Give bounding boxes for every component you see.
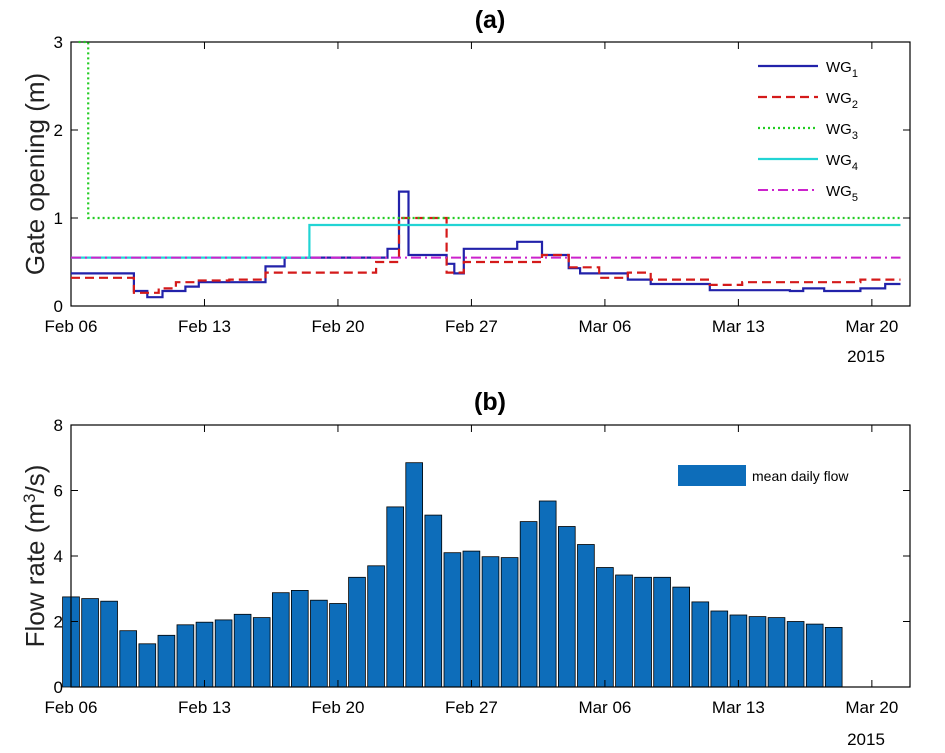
- legend-label-wg3: WG3: [826, 121, 858, 142]
- flow-bar: [348, 576, 366, 688]
- panel-a-ytick-label: 3: [54, 33, 63, 52]
- panel-b-title: (b): [474, 388, 506, 416]
- flow-bar: [615, 574, 633, 688]
- flow-bar: [729, 614, 748, 688]
- panel-b-xtick-label: Feb 06: [45, 698, 98, 717]
- flow-bar: [138, 643, 157, 688]
- panel-b-ytick-label: 4: [54, 547, 63, 566]
- panel-b-legend: mean daily flow: [678, 465, 849, 486]
- flow-bar: [634, 576, 652, 688]
- flow-bar: [290, 590, 309, 688]
- legend-label-wg5: WG5: [826, 183, 858, 204]
- panel-a-ticks: Feb 06 Feb 13 Feb 20 Feb 27 Mar 06 Mar 13 Mar …: [45, 33, 910, 336]
- panel-b-xtick-label: Mar 06: [578, 698, 631, 717]
- panel-b-bars: [62, 462, 843, 688]
- flow-bar: [500, 557, 519, 688]
- flow-bar: [119, 630, 138, 688]
- series-line-wg4: [71, 223, 901, 259]
- panel-b-ytick-label: 6: [54, 482, 63, 501]
- panel-b-ytick-label: 2: [54, 613, 63, 632]
- flow-bar: [367, 565, 385, 688]
- series-line-wg1: [71, 190, 901, 299]
- panel-a-ytick-label: 2: [54, 121, 63, 140]
- panel-b-ticks: Feb 06 Feb 13 Feb 20 Feb 27 Mar 06 Mar 13 Mar …: [45, 416, 910, 717]
- flow-bar: [386, 506, 404, 688]
- gate-opening-panel: (a) Gate opening (m) Feb 06 Feb 13 Feb 20 F…: [20, 6, 911, 366]
- flow-bar: [195, 621, 214, 688]
- panel-a-xtick-label: Mar 06: [578, 317, 631, 336]
- panel-a-xtick-label: Feb 27: [445, 317, 498, 336]
- legend-label-wg2: WG2: [826, 90, 858, 111]
- panel-b-xtick-label: Feb 13: [178, 698, 231, 717]
- panel-a-ytick-label: 1: [54, 209, 63, 228]
- flow-bar: [824, 627, 843, 688]
- panel-a-series: [71, 40, 901, 299]
- flow-bar: [653, 576, 671, 688]
- panel-b-year-label: 2015: [847, 730, 885, 749]
- flow-bar: [805, 623, 824, 688]
- flow-bar: [100, 600, 118, 688]
- flow-bar: [596, 567, 614, 688]
- flow-bar: [519, 521, 538, 688]
- panel-b-xtick-label: Mar 13: [712, 698, 765, 717]
- panel-a-xtick-label: Feb 13: [178, 317, 231, 336]
- flow-bar: [558, 526, 576, 688]
- flow-bar: [176, 624, 195, 688]
- flow-bar: [767, 617, 786, 688]
- flow-rate-panel: (b) Flow rate (m3/s) Feb 06 Feb 13 Feb 20 F…: [20, 388, 911, 749]
- flow-bar: [672, 586, 690, 688]
- flow-bar: [443, 552, 462, 688]
- panel-a-xtick-label: Feb 06: [45, 317, 98, 336]
- flow-bar: [214, 619, 233, 688]
- flow-bar: [577, 544, 595, 688]
- flow-bar: [748, 616, 767, 688]
- flow-bar: [271, 592, 290, 688]
- series-line-wg2: [71, 216, 901, 294]
- panel-b-ytick-label: 8: [54, 416, 63, 435]
- flow-bar: [462, 550, 481, 688]
- flow-bar: [81, 598, 99, 688]
- panel-b-xtick-label: Feb 20: [311, 698, 364, 717]
- panel-a-xtick-label: Mar 20: [845, 317, 898, 336]
- panel-a-year-label: 2015: [847, 347, 885, 366]
- panel-b-xtick-label: Mar 20: [845, 698, 898, 717]
- panel-a-ylabel: Gate opening (m): [20, 73, 50, 275]
- flow-bar: [481, 556, 500, 688]
- flow-bar: [691, 601, 710, 688]
- flow-bar: [310, 599, 328, 688]
- flow-bar: [233, 613, 252, 688]
- flow-bar: [786, 621, 805, 688]
- panel-a-ytick-label: 0: [54, 297, 63, 316]
- legend-label-wg1: WG1: [826, 59, 858, 80]
- flow-bar: [329, 603, 347, 688]
- flow-bar: [424, 514, 443, 688]
- panel-a-legend: WG1 WG2 WG3 WG4 WG5: [758, 59, 858, 204]
- panel-a-xtick-label: Mar 13: [712, 317, 765, 336]
- legend-label-wg4: WG4: [826, 152, 858, 173]
- panel-a-axes-box: [70, 41, 911, 307]
- legend-label-mean-daily-flow: mean daily flow: [752, 468, 849, 484]
- panel-b-xtick-label: Feb 27: [445, 698, 498, 717]
- series-line-wg3: [78, 40, 901, 220]
- flow-bar: [252, 617, 271, 688]
- panel-a-title: (a): [475, 6, 506, 34]
- flow-bar: [538, 500, 557, 688]
- legend-swatch-mean-daily-flow: [678, 465, 746, 486]
- flow-bar: [157, 634, 176, 688]
- flow-bar: [710, 610, 729, 688]
- panel-b-ylabel: Flow rate (m3/s): [20, 465, 51, 648]
- panel-b-ytick-label: 0: [54, 678, 63, 697]
- panel-a-xtick-label: Feb 20: [311, 317, 364, 336]
- flow-bar: [405, 462, 423, 688]
